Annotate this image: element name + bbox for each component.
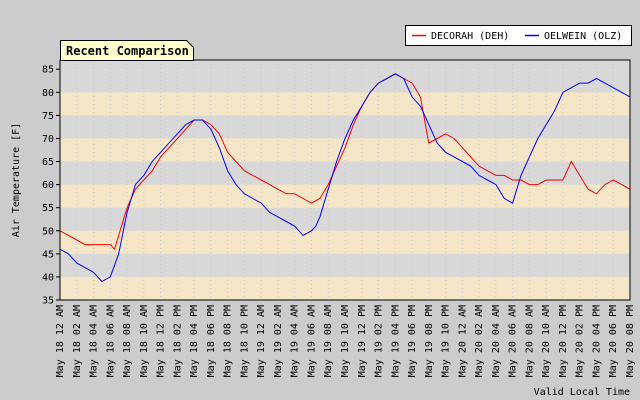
x-tick-label: May 19 12 PM bbox=[357, 305, 368, 377]
series-line-oelwein bbox=[59, 73, 631, 283]
series-lines bbox=[59, 73, 631, 283]
grid-band bbox=[60, 161, 630, 185]
x-tick-label: May 19 08 AM bbox=[323, 305, 334, 377]
y-tick-label: 70 bbox=[42, 134, 54, 145]
grid-band bbox=[60, 115, 630, 139]
y-tick-label: 85 bbox=[42, 65, 54, 76]
y-tick-label: 80 bbox=[42, 88, 54, 99]
x-tick-label: May 19 12 AM bbox=[256, 305, 267, 377]
x-tick-label: May 20 12 PM bbox=[558, 305, 569, 377]
y-tick-label: 45 bbox=[42, 249, 54, 260]
x-tick-label: May 20 08 AM bbox=[524, 305, 535, 377]
x-tick-label: May 19 06 PM bbox=[407, 305, 418, 377]
y-tick-label: 65 bbox=[42, 157, 54, 168]
x-tick-label: May 18 06 AM bbox=[105, 305, 116, 377]
x-tick-label: May 18 02 AM bbox=[72, 305, 83, 377]
x-tick-label: May 18 10 AM bbox=[139, 305, 150, 377]
x-tick-label: May 20 02 AM bbox=[474, 305, 485, 377]
x-tick-label: May 19 10 PM bbox=[441, 305, 452, 377]
legend-label-decorah: DECORAH (DEH) bbox=[431, 31, 509, 42]
y-tick-label: 55 bbox=[42, 203, 54, 214]
x-tick-label: May 20 04 PM bbox=[591, 305, 602, 377]
x-tick-label: May 19 10 AM bbox=[340, 305, 351, 377]
x-tick-label: May 18 08 AM bbox=[122, 305, 133, 377]
y-tick-label: 50 bbox=[42, 226, 54, 237]
legend-label-oelwein: OELWEIN (OLZ) bbox=[544, 31, 622, 42]
x-tick-label: May 20 10 AM bbox=[541, 305, 552, 377]
y-axis-label: Air Temperature [F] bbox=[11, 123, 22, 237]
series-line-decorah bbox=[59, 73, 631, 251]
x-tick-label: May 20 12 AM bbox=[457, 305, 468, 377]
y-tick-label: 35 bbox=[42, 296, 54, 307]
x-tick-label: May 19 02 AM bbox=[273, 305, 284, 377]
y-tick-label: 40 bbox=[42, 272, 54, 283]
x-tick-label: May 20 08 PM bbox=[625, 305, 636, 377]
chart-title: Recent Comparison bbox=[66, 44, 189, 58]
x-tick-label: May 18 12 AM bbox=[55, 305, 66, 377]
legend-box bbox=[405, 25, 632, 46]
plot-frame bbox=[59, 59, 631, 301]
x-tick-label: May 18 04 PM bbox=[189, 305, 200, 377]
x-tick-label: May 18 04 AM bbox=[89, 305, 100, 377]
grid-band bbox=[60, 253, 630, 277]
y-tick-labels: 35 40 45 50 55 60 65 70 75 80 85 bbox=[42, 65, 60, 307]
legend: DECORAH (DEH) OELWEIN (OLZ) bbox=[405, 25, 632, 46]
x-tick-label: May 18 10 PM bbox=[239, 305, 250, 377]
x-axis-label: Valid Local Time bbox=[534, 387, 630, 398]
x-tick-label: May 20 04 AM bbox=[491, 305, 502, 377]
x-tick-label: May 19 08 PM bbox=[424, 305, 435, 377]
x-tick-label: May 18 02 PM bbox=[172, 305, 183, 377]
x-tick-label: May 20 06 PM bbox=[608, 305, 619, 377]
x-tick-label: May 20 02 PM bbox=[575, 305, 586, 377]
y-tick-label: 75 bbox=[42, 111, 54, 122]
x-tick-label: May 18 06 PM bbox=[206, 305, 217, 377]
chart-title-box: Recent Comparison bbox=[60, 40, 194, 61]
title-box bbox=[60, 40, 194, 61]
x-tick-label: May 19 02 PM bbox=[374, 305, 385, 377]
y-tick-label: 60 bbox=[42, 180, 54, 191]
x-tick-label: May 19 04 PM bbox=[390, 305, 401, 377]
x-tick-label: May 20 06 AM bbox=[508, 305, 519, 377]
x-tick-label: May 18 12 PM bbox=[156, 305, 167, 377]
x-tick-label: May 19 04 AM bbox=[290, 305, 301, 377]
grid-band bbox=[60, 207, 630, 231]
x-tick-label: May 18 08 PM bbox=[223, 305, 234, 377]
x-tick-label: May 19 06 AM bbox=[306, 305, 317, 377]
